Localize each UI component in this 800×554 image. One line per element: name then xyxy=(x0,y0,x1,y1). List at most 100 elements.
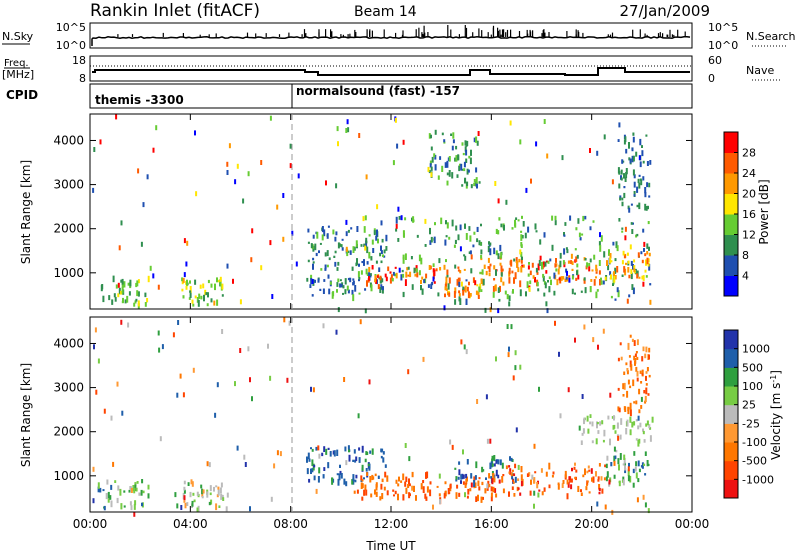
range-gate-cell xyxy=(335,231,338,236)
range-gate-cell xyxy=(203,294,205,302)
range-gate-cell xyxy=(637,439,640,447)
range-gate-cell xyxy=(642,281,645,287)
range-gate-cell xyxy=(134,500,137,506)
range-gate-cell xyxy=(468,226,471,231)
range-gate-cell xyxy=(641,373,644,376)
range-gate-cell xyxy=(492,486,495,493)
range-gate-cell xyxy=(94,327,97,333)
range-gate-cell xyxy=(505,199,508,205)
range-gate-cell xyxy=(577,218,580,224)
range-gate-cell xyxy=(597,479,600,482)
range-gate-cell xyxy=(183,272,186,278)
range-gate-cell xyxy=(121,410,124,416)
range-gate-cell xyxy=(443,141,446,144)
range-gate-cell xyxy=(645,371,648,374)
range-gate-cell xyxy=(464,146,467,152)
range-gate-cell xyxy=(463,168,466,172)
range-gate-cell xyxy=(498,217,501,221)
range-gate-cell xyxy=(628,142,630,149)
freq-panel-frame xyxy=(89,55,693,82)
range-gate-cell xyxy=(647,463,650,466)
range-gate-cell xyxy=(586,483,588,486)
range-gate-cell xyxy=(340,283,343,288)
range-gate-cell xyxy=(583,280,586,284)
range-gate-cell xyxy=(438,258,441,264)
range-gate-cell xyxy=(409,271,412,278)
range-gate-cell xyxy=(616,245,619,252)
range-gate-cell xyxy=(620,169,623,175)
range-gate-cell xyxy=(513,277,515,284)
range-gate-cell xyxy=(514,350,517,356)
range-gate-cell xyxy=(112,461,115,467)
range-gate-cell xyxy=(307,259,310,263)
range-gate-cell xyxy=(603,134,606,140)
range-gate-cell xyxy=(627,205,630,210)
range-gate-cell xyxy=(477,294,480,299)
range-gate-cell xyxy=(430,236,433,243)
range-gate-cell xyxy=(632,264,634,270)
range-gate-cell xyxy=(216,277,218,283)
range-gate-cell xyxy=(324,252,327,257)
range-gate-cell xyxy=(520,258,523,264)
colorbar-tick-label: 8 xyxy=(742,249,749,262)
range-gate-cell xyxy=(636,204,639,208)
range-gate-cell xyxy=(400,480,403,483)
range-gate-cell xyxy=(430,172,433,178)
range-gate-cell xyxy=(313,464,316,468)
range-gate-cell xyxy=(463,254,466,257)
range-gate-cell xyxy=(466,168,469,175)
range-gate-cell xyxy=(465,233,468,240)
range-gate-cell xyxy=(434,164,437,171)
range-gate-cell xyxy=(364,308,367,314)
range-gate-cell xyxy=(536,481,539,489)
range-gate-cell xyxy=(366,272,369,276)
range-gate-cell xyxy=(629,334,632,338)
range-gate-cell xyxy=(635,419,638,422)
range-gate-cell xyxy=(614,298,617,301)
range-gate-cell xyxy=(407,484,410,488)
range-gate-cell xyxy=(616,434,619,437)
range-gate-cell xyxy=(563,248,566,255)
range-gate-cell xyxy=(336,449,339,456)
range-gate-cell xyxy=(336,267,339,271)
range-gate-cell xyxy=(630,260,633,266)
range-gate-cell xyxy=(445,235,448,238)
range-gate-cell xyxy=(519,280,522,288)
range-gate-cell xyxy=(571,467,573,472)
range-gate-cell xyxy=(624,468,627,474)
range-gate-cell xyxy=(311,279,314,284)
range-gate-cell xyxy=(646,367,649,372)
range-gate-cell xyxy=(538,260,541,266)
range-gate-cell xyxy=(580,489,582,493)
range-gate-cell xyxy=(490,476,493,479)
range-gate-cell xyxy=(395,223,398,229)
range-gate-cell xyxy=(310,386,312,392)
range-gate-cell xyxy=(584,215,587,220)
range-gate-cell xyxy=(215,485,218,488)
range-gate-cell xyxy=(465,158,468,163)
range-gate-cell xyxy=(470,184,473,189)
range-gate-cell xyxy=(444,481,447,485)
range-gate-cell xyxy=(389,271,392,274)
range-gate-cell xyxy=(563,232,565,236)
range-gate-cell xyxy=(415,268,418,273)
range-gate-cell xyxy=(429,265,432,270)
range-gate-cell xyxy=(632,169,635,176)
range-gate-cell xyxy=(464,285,467,293)
range-gate-cell xyxy=(355,474,358,479)
range-gate-cell xyxy=(519,289,522,297)
range-gate-cell xyxy=(273,463,276,469)
range-gate-cell xyxy=(310,278,313,285)
range-gate-cell xyxy=(598,260,601,266)
range-gate-cell xyxy=(319,242,322,245)
range-gate-cell xyxy=(404,443,407,448)
range-gate-cell xyxy=(558,351,560,357)
range-gate-cell xyxy=(336,289,338,293)
range-gate-cell xyxy=(517,219,520,222)
range-gate-cell xyxy=(613,455,616,463)
range-gate-cell xyxy=(646,182,649,188)
range-gate-cell xyxy=(146,174,149,180)
range-gate-cell xyxy=(191,481,194,487)
range-gate-cell xyxy=(147,493,150,499)
